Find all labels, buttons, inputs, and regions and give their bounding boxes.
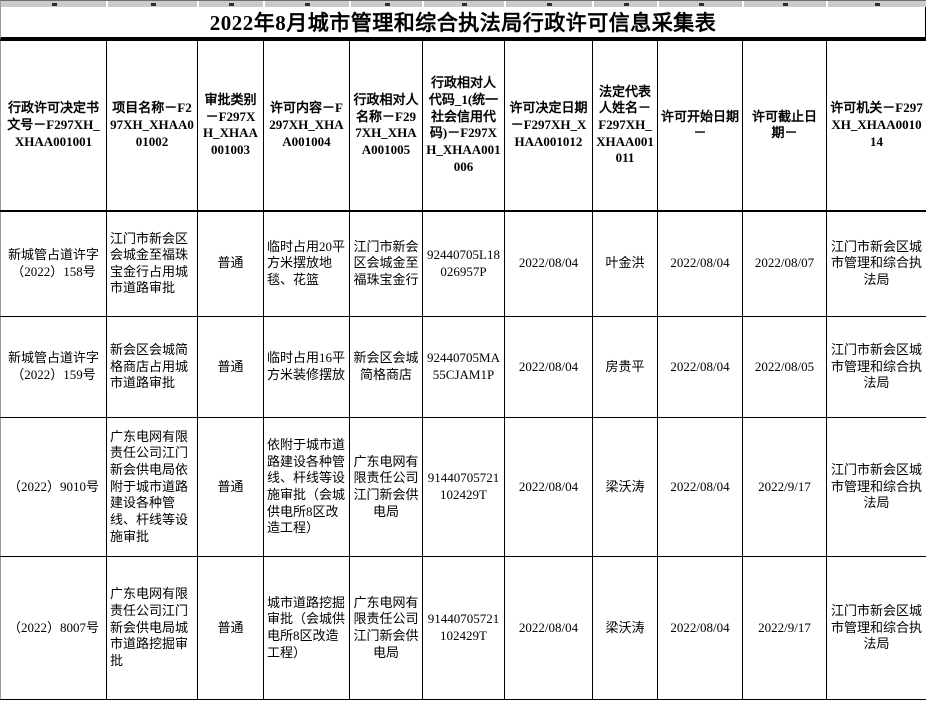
page-title: 2022年8月城市管理和综合执法局行政许可信息采集表 [209,11,717,35]
strip-column-separator [504,1,506,7]
strip-glyph-fragment [875,3,880,6]
strip-column-separator [742,1,744,7]
table-cell-r0-c5: 92440705L18026957P [422,210,505,317]
table-cell-r2-c2: 普通 [197,417,264,557]
title-bar: 2022年8月城市管理和综合执法局行政许可信息采集表 [0,7,926,40]
table-cell-r0-c8: 2022/08/04 [657,210,743,317]
table-cell-r2-c7: 梁沃涛 [592,417,658,557]
table-cell-r2-c0: （2022）9010号 [0,417,107,557]
header-cell-col3: 许可内容－F297XH_XHAA001004 [263,40,350,212]
strip-glyph-fragment [305,3,310,6]
strip-glyph-fragment [52,3,57,6]
table-cell-r2-c5: 91440705721102429T [422,417,505,557]
header-cell-col6: 许可决定日期－F297XH_XHAA001012 [504,40,593,212]
table-cell-r1-c4: 新会区会城简格商店 [349,316,423,418]
table-cell-r0-c2: 普通 [197,210,264,317]
header-cell-col4: 行政相对人名称－F297XH_XHAA001005 [349,40,423,212]
table-cell-r2-c10: 江门市新会区城市管理和综合执法局 [826,417,926,557]
table-cell-r3-c4: 广东电网有限责任公司江门新会供电局 [349,556,423,700]
table-cell-r1-c5: 92440705MA55CJAM1P [422,316,505,418]
header-cell-col7: 法定代表人姓名－F297XH_XHAA001011 [592,40,658,212]
table-cell-r0-c10: 江门市新会区城市管理和综合执法局 [826,210,926,317]
table-header-row: 行政许可决定书文号－F297XH_XHAA001001 项目名称－F297XH_X… [0,40,926,212]
strip-column-separator [349,1,351,7]
header-cell-col5: 行政相对人代码_1(统一社会信用代码)－F297XH_XHAA001006 [422,40,505,212]
header-cell-col9: 许可截止日期－ [742,40,827,212]
table-cell-r2-c8: 2022/08/04 [657,417,743,557]
header-cell-col1: 项目名称－F297XH_XHAA001002 [106,40,198,212]
table-cell-r0-c1: 江门市新会区会城金至福珠宝金行占用城市道路审批 [106,210,198,317]
table-cell-r3-c10: 江门市新会区城市管理和综合执法局 [826,556,926,700]
table-cell-r2-c1: 广东电网有限责任公司江门新会供电局依附于城市道路建设各种管线、杆线等设施审批 [106,417,198,557]
table-cell-r0-c3: 临时占用20平方米摆放地毯、花篮 [263,210,350,317]
table-cell-r2-c3: 依附于城市道路建设各种管线、杆线等设施审批（会城供电所8区改造工程） [263,417,350,557]
table-cell-r0-c9: 2022/08/07 [742,210,827,317]
table-cell-r3-c6: 2022/08/04 [504,556,593,700]
table-cell-r3-c0: （2022）8007号 [0,556,107,700]
table-row-1: 新城管占道许字（2022）159号 新会区会城简格商店占用城市道路审批 普通 临时占用… [0,316,926,418]
header-cell-col0: 行政许可决定书文号－F297XH_XHAA001001 [0,40,107,212]
table-row-2: （2022）9010号 广东电网有限责任公司江门新会供电局依附于城市道路建设各种管… [0,417,926,557]
table-cell-r3-c1: 广东电网有限责任公司江门新会供电局城市道路挖掘审批 [106,556,198,700]
strip-column-separator [106,1,108,7]
table-cell-r0-c4: 江门市新会区会城金至福珠宝金行 [349,210,423,317]
table-cell-r1-c9: 2022/08/05 [742,316,827,418]
table-cell-r2-c9: 2022/9/17 [742,417,827,557]
strip-glyph-fragment [150,3,156,6]
header-cell-col10: 许可机关－F297XH_XHAA001014 [826,40,926,212]
table-cell-r0-c0: 新城管占道许字（2022）158号 [0,210,107,317]
strip-glyph-fragment [229,3,234,6]
strip-glyph-fragment [547,3,552,6]
table-cell-r1-c10: 江门市新会区城市管理和综合执法局 [826,316,926,418]
cropped-row-strip [0,0,926,7]
strip-glyph-fragment [698,3,704,6]
table-cell-r1-c8: 2022/08/04 [657,316,743,418]
table-cell-r3-c9: 2022/9/17 [742,556,827,700]
table-cell-r3-c5: 91440705721102429T [422,556,505,700]
table-cell-r1-c0: 新城管占道许字（2022）159号 [0,316,107,418]
strip-glyph-fragment [623,3,629,6]
table-cell-r1-c2: 普通 [197,316,264,418]
table-cell-r1-c7: 房贵平 [592,316,658,418]
strip-column-separator [263,1,265,7]
header-cell-col2: 审批类别－F297XH_XHAA001003 [197,40,264,212]
table-row-3: （2022）8007号 广东电网有限责任公司江门新会供电局城市道路挖掘审批 普通 城市… [0,556,926,700]
table-cell-r3-c3: 城市道路挖掘审批（会城供电所8区改造工程） [263,556,350,700]
strip-glyph-fragment [384,3,390,6]
table-cell-r3-c8: 2022/08/04 [657,556,743,700]
table-row-0: 新城管占道许字（2022）158号 江门市新会区会城金至福珠宝金行占用城市道路审批… [0,210,926,317]
table-cell-r2-c4: 广东电网有限责任公司江门新会供电局 [349,417,423,557]
strip-column-separator [826,1,828,7]
strip-glyph-fragment [462,3,467,6]
strip-glyph-fragment [783,3,788,6]
header-cell-col8: 许可开始日期－ [657,40,743,212]
table-cell-r1-c3: 临时占用16平方米装修摆放 [263,316,350,418]
table-cell-r0-c7: 叶金洪 [592,210,658,317]
table-cell-r0-c6: 2022/08/04 [504,210,593,317]
table-cell-r1-c6: 2022/08/04 [504,316,593,418]
strip-column-separator [422,1,424,7]
table-cell-r3-c7: 梁沃涛 [592,556,658,700]
permit-info-table: 行政许可决定书文号－F297XH_XHAA001001 项目名称－F297XH_X… [0,40,926,700]
strip-column-separator [197,1,199,7]
table-cell-r2-c6: 2022/08/04 [504,417,593,557]
strip-column-separator [657,1,659,7]
strip-column-separator [592,1,594,7]
table-cell-r3-c2: 普通 [197,556,264,700]
table-cell-r1-c1: 新会区会城简格商店占用城市道路审批 [106,316,198,418]
